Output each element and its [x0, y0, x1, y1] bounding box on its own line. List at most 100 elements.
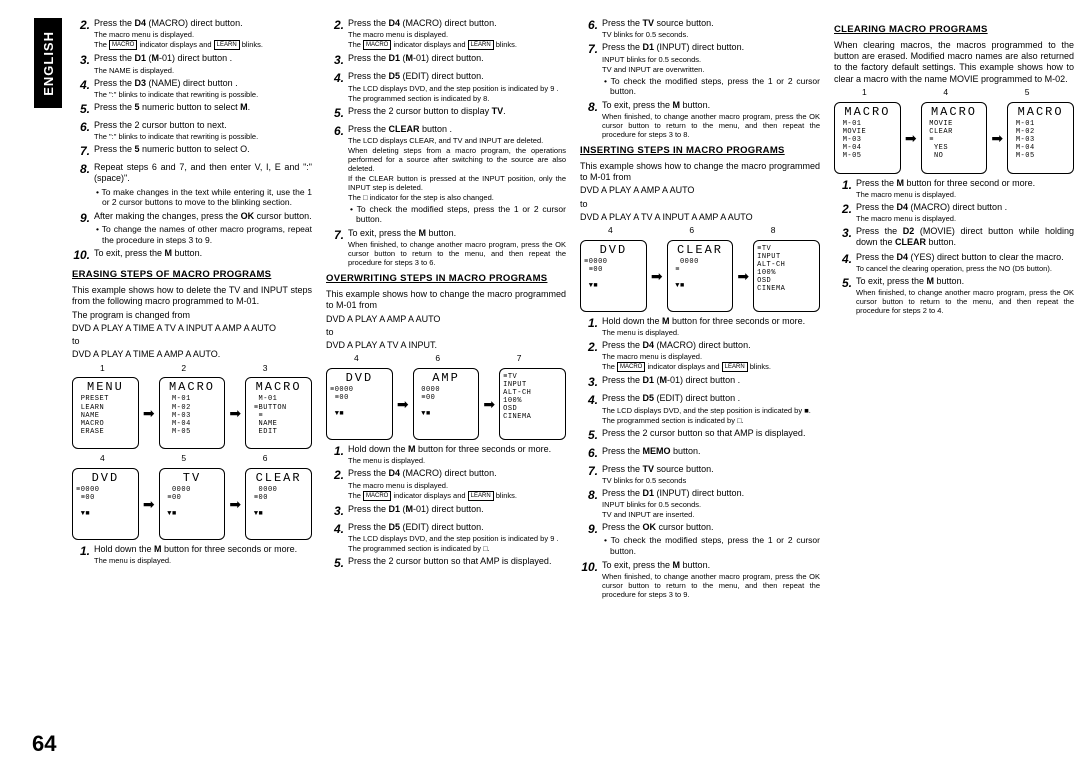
step-number: 4. — [72, 78, 94, 93]
step-item: 2.Press the D4 (MACRO) direct button.The… — [326, 18, 566, 50]
step-item: 3.Press the D1 (M-01) direct button. — [326, 504, 566, 519]
step-main: Press the TV source button. — [602, 464, 820, 475]
step-main: Press the 2 cursor button so that AMP is… — [602, 428, 820, 439]
step-note: The LCD displays DVD, and the step posit… — [348, 534, 566, 543]
lcd-screen: MACRO M-01 MOVIE M-03 M-04 M-05 — [834, 102, 901, 174]
step-number: 2. — [72, 18, 94, 33]
step-main: Press the D5 (EDIT) direct button. — [348, 522, 566, 533]
step-bullet: • To check the modified steps, press the… — [348, 204, 566, 225]
step-body: Press the D1 (M-01) direct button. — [348, 504, 566, 515]
lcd-screen: TV 0000 ≡00 ▼■ — [159, 468, 226, 540]
step-body: Press the CLEAR button .The LCD displays… — [348, 124, 566, 226]
step-note: The programmed section is indicated by 8… — [348, 94, 566, 103]
section-head-overwriting: OVERWRITING STEPS IN MACRO PROGRAMS — [326, 273, 566, 285]
lcd-index: 4 — [915, 87, 976, 98]
step-note: The MACRO indicator displays and LEARN b… — [348, 491, 566, 501]
step-number: 2. — [326, 18, 348, 33]
step-body: Press the D4 (MACRO) direct button.The m… — [348, 468, 566, 500]
step-main: Press the D1 (M-01) direct button. — [348, 504, 566, 515]
step-item: 5.Press the 5 numeric button to select M… — [72, 102, 312, 117]
lcd-title: DVD — [584, 244, 643, 257]
step-main: To exit, press the M button. — [94, 248, 312, 259]
step-number: 4. — [580, 393, 602, 408]
lcd-lines: 0000 ≡00 ▼■ — [417, 386, 476, 418]
step-main: To exit, press the M button. — [602, 100, 820, 111]
step-note: INPUT blinks for 0.5 seconds. — [602, 500, 820, 509]
lcd-lines: M-01 M-02 M-03 M-04 M-05 — [1011, 120, 1070, 160]
step-number: 3. — [72, 53, 94, 68]
step-number: 1. — [834, 178, 856, 193]
step-item: 5.Press the 2 cursor button so that AMP … — [580, 428, 820, 443]
step-number: 1. — [580, 316, 602, 331]
lcd-lines: M-01 ≡BUTTON ≡ NAME EDIT — [249, 395, 308, 435]
step-body: Press the 5 numeric button to select M. — [94, 102, 312, 113]
step-body: Press the D4 (MACRO) direct button.The m… — [94, 18, 312, 50]
step-body: Press the MEMO button. — [602, 446, 820, 457]
col3-p3: to — [580, 199, 820, 210]
step-number: 5. — [326, 106, 348, 121]
step-item: 10.To exit, press the M button.When fini… — [580, 560, 820, 599]
step-item: 3.Press the D2 (MOVIE) direct button whi… — [834, 226, 1074, 249]
step-main: To exit, press the M button. — [856, 276, 1074, 287]
step-main: Press the D4 (MACRO) direct button. — [94, 18, 312, 29]
column-1: 2.Press the D4 (MACRO) direct button.The… — [72, 18, 312, 748]
step-item: 3.Press the D1 (M-01) direct button . — [580, 375, 820, 390]
step-number: 7. — [580, 42, 602, 57]
lcd-screen: DVD≡0000 ≡00 ▼■ — [72, 468, 139, 540]
step-body: To exit, press the M button.When finishe… — [348, 228, 566, 267]
lcd-lines: 0000 ≡ ▼■ — [671, 258, 730, 290]
page-columns: 2.Press the D4 (MACRO) direct button.The… — [72, 18, 1066, 748]
lcd-index: 6 — [235, 453, 296, 464]
step-main: Press the D4 (MACRO) direct button. — [348, 18, 566, 29]
arrow-icon: ➡ — [651, 269, 663, 283]
step-main: Press the 2 cursor button so that AMP is… — [348, 556, 566, 567]
step-number: 6. — [326, 124, 348, 139]
step-note: When finished, to change another macro p… — [602, 112, 820, 139]
lcd-title: CLEAR — [249, 472, 308, 485]
step-number: 6. — [72, 120, 94, 135]
step-main: Press the D1 (M-01) direct button . — [602, 375, 820, 386]
lcd-screen: MACRO M-01 M-02 M-03 M-04 M-05 — [159, 377, 226, 449]
step-note: The menu is displayed. — [602, 328, 820, 337]
step-item: 5.Press the 2 cursor button so that AMP … — [326, 556, 566, 571]
lcd-title: MACRO — [163, 381, 222, 394]
step-item: 7.Press the 5 numeric button to select O… — [72, 144, 312, 159]
step-note: The □ indicator for the step is also cha… — [348, 193, 566, 202]
step-number: 10. — [580, 560, 602, 575]
lcd-screen: MENU PRESET LEARN NAME MACRO ERASE — [72, 377, 139, 449]
step-body: Press the D4 (MACRO) direct button .The … — [856, 202, 1074, 223]
step-main: Press the D4 (YES) direct button to clea… — [856, 252, 1074, 263]
col1-p5: DVD A PLAY A TIME A AMP A AUTO. — [72, 349, 312, 360]
step-body: Press the D5 (EDIT) direct button.The LC… — [348, 71, 566, 102]
arrow-icon: ➡ — [483, 397, 495, 411]
step-main: Press the MEMO button. — [602, 446, 820, 457]
step-item: 6.Press the CLEAR button .The LCD displa… — [326, 124, 566, 226]
step-body: Press the D4 (YES) direct button to clea… — [856, 252, 1074, 273]
step-main: Hold down the M button for three seconds… — [348, 444, 566, 455]
lcd-screen: MACRO MOVIE CLEAR ≡ YES NO — [921, 102, 988, 174]
lcd-title: MACRO — [925, 106, 984, 119]
lcd-screen: ≡TV INPUT ALT-CH 100% OSD CINEMA — [499, 368, 566, 440]
step-number: 7. — [580, 464, 602, 479]
step-body: To exit, press the M button.When finishe… — [602, 560, 820, 599]
lcd-screen: CLEAR 0000 ≡ ▼■ — [667, 240, 734, 312]
step-body: To exit, press the M button.When finishe… — [602, 100, 820, 139]
step-main: To exit, press the M button. — [602, 560, 820, 571]
step-main: Press the CLEAR button . — [348, 124, 566, 135]
lcd-lines: M-01 MOVIE M-03 M-04 M-05 — [838, 120, 897, 160]
step-note: The MACRO indicator displays and LEARN b… — [602, 362, 820, 372]
step-item: 2.Press the D4 (MACRO) direct button.The… — [580, 340, 820, 372]
step-item: 7.Press the TV source button.TV blinks f… — [580, 464, 820, 485]
step-note: INPUT blinks for 0.5 seconds. — [602, 55, 820, 64]
step-item: 9.Press the OK cursor button.• To check … — [580, 522, 820, 557]
step-note: TV and INPUT are overwritten. — [602, 65, 820, 74]
step-body: Press the D2 (MOVIE) direct button while… — [856, 226, 1074, 249]
step-number: 3. — [326, 504, 348, 519]
arrow-icon: ➡ — [905, 131, 917, 145]
step-item: 5.Press the 2 cursor button to display T… — [326, 106, 566, 121]
col3-p4: DVD A PLAY A TV A INPUT A AMP A AUTO — [580, 212, 820, 223]
step-note: The macro menu is displayed. — [94, 30, 312, 39]
step-main: Press the D2 (MOVIE) direct button while… — [856, 226, 1074, 249]
col1-p3: DVD A PLAY A TIME A TV A INPUT A AMP A A… — [72, 323, 312, 334]
lcd-lines: ≡TV INPUT ALT-CH 100% OSD CINEMA — [503, 373, 562, 421]
